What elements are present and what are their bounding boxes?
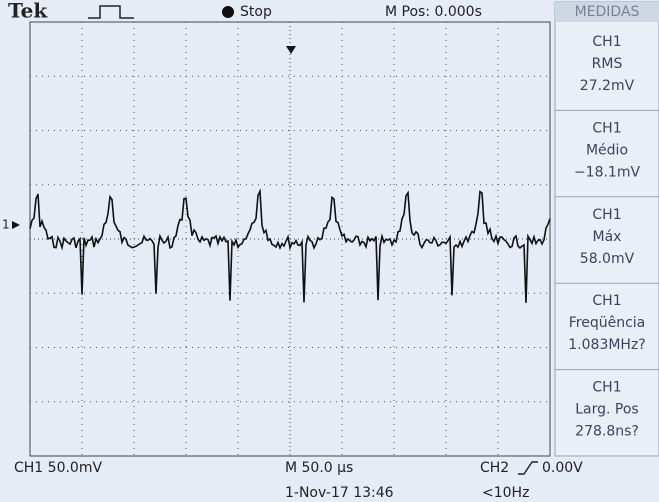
menu-value: 278.8ns?	[575, 424, 639, 440]
menu-label: Máx	[593, 229, 622, 245]
channel-marker-arrow	[12, 221, 20, 229]
brand: Tek	[8, 0, 48, 23]
position: M Pos: 0.000s	[385, 4, 482, 20]
menu-source: CH1	[592, 380, 621, 396]
menu-value: −18.1mV	[574, 164, 641, 180]
menu-label: Larg. Pos	[575, 402, 638, 418]
menu-value: 1.083MHz?	[568, 337, 645, 353]
trigger-frequency: <10Hz	[482, 485, 529, 501]
trigger-slope-icon	[518, 461, 538, 475]
menu-source: CH1	[592, 293, 621, 309]
menu-source: CH1	[592, 120, 621, 136]
timebase: M 50.0 µs	[285, 460, 353, 476]
acquire-icon	[88, 5, 134, 19]
date: 1-Nov-17 13:46	[285, 485, 394, 501]
menu-label: Médio	[586, 142, 628, 158]
menu-title: MEDIDAS	[575, 4, 640, 20]
menu-value: 27.2mV	[580, 78, 635, 94]
status: Stop	[240, 4, 272, 20]
status-dot	[222, 6, 234, 18]
graticule	[29, 21, 551, 457]
menu-title-bar	[555, 2, 659, 22]
channel-marker: 1	[2, 218, 10, 232]
trigger-level: 0.00V	[542, 460, 583, 476]
trigger-source: CH2	[480, 460, 509, 476]
menu-label: Freqüência	[569, 315, 646, 331]
menu-value: 58.0mV	[580, 251, 635, 267]
trigger-position-marker	[286, 46, 296, 54]
menu-source: CH1	[592, 207, 621, 223]
measure-menu: MEDIDAS CH1 RMS 27.2mV CH1 Médio −18.1mV CH1 Má…	[554, 1, 659, 457]
menu-label: RMS	[592, 56, 623, 72]
channel-scale: CH1 50.0mV	[14, 460, 102, 476]
waveform	[29, 188, 551, 303]
menu-panel	[554, 1, 659, 457]
menu-source: CH1	[592, 34, 621, 50]
